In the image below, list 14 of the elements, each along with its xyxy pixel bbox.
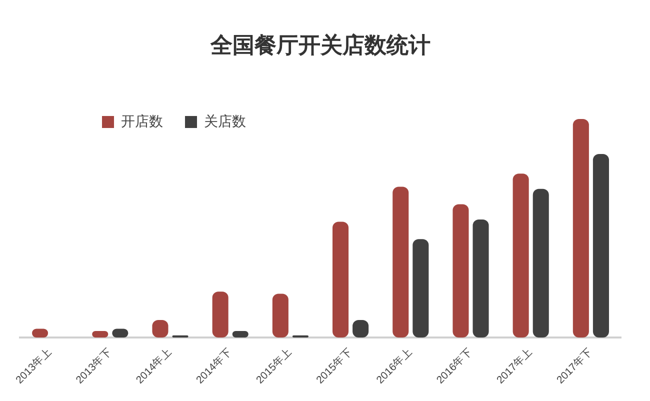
chart-title: 全国餐厅开关店数统计 [210, 32, 430, 58]
bar [572, 119, 589, 338]
bar [392, 186, 409, 338]
legend-label: 关店数 [204, 112, 246, 129]
legend-label: 开店数 [121, 112, 163, 129]
bar [212, 292, 228, 338]
bar [532, 188, 549, 338]
bar [512, 174, 529, 338]
bar [472, 220, 489, 338]
bar [272, 294, 288, 338]
bar [592, 154, 609, 338]
bar [412, 239, 429, 338]
bar [332, 222, 349, 338]
bar [452, 204, 469, 338]
